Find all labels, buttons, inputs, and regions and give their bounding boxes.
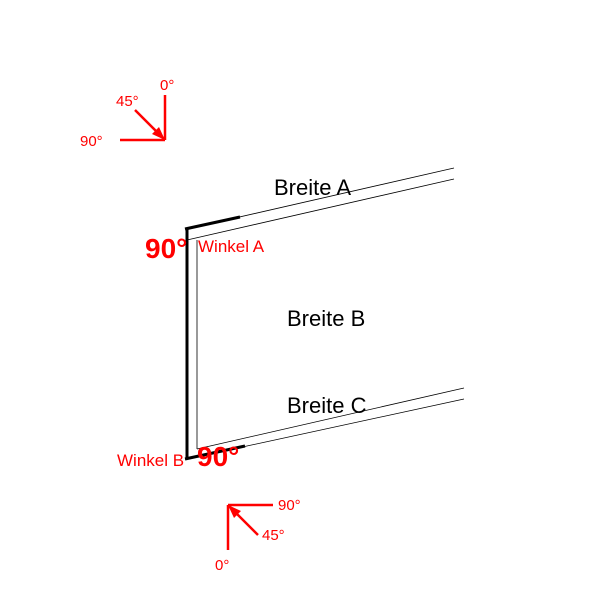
- arrow-bot-45: 45°: [262, 527, 285, 544]
- label-winkel-b: Winkel B: [117, 451, 184, 470]
- z-profile-diagram: Breite A Breite B Breite C Winkel A Wink…: [0, 0, 600, 599]
- label-winkel-a: Winkel A: [198, 237, 265, 256]
- arrow-top-0: 0°: [160, 77, 174, 94]
- profile-top-corner: [185, 217, 240, 229]
- label-breite-a: Breite A: [274, 175, 351, 200]
- label-breite-c: Breite C: [287, 393, 367, 418]
- label-angle-top: 90°: [145, 233, 187, 264]
- arrow-fan-bottom: 90° 45° 0°: [215, 497, 301, 574]
- arrow-top-90: 90°: [80, 133, 103, 150]
- arrow-fan-top: 0° 45° 90°: [80, 77, 174, 150]
- arrow-top-45: 45°: [116, 93, 139, 110]
- label-breite-b: Breite B: [287, 306, 365, 331]
- arrow-bot-90: 90°: [278, 497, 301, 514]
- arrow-bot-0: 0°: [215, 557, 229, 574]
- label-angle-bottom: 90°: [197, 441, 239, 472]
